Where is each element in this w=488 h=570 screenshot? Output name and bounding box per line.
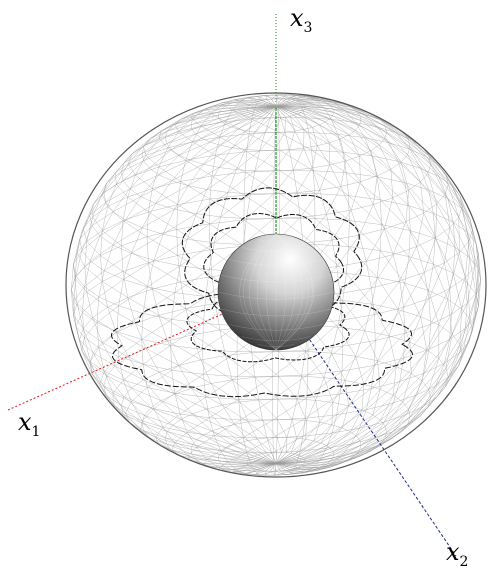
axis-x1-label: x1: [18, 408, 40, 440]
ellipsoid-outline: [65, 92, 487, 478]
outer-wireframe-ellipsoid: [65, 92, 487, 478]
axis-x2-line: [275, 289, 457, 557]
inner-shaded-sphere: [217, 233, 335, 351]
axis-x3-label: x3: [290, 4, 312, 36]
contour-upper-outer: [181, 187, 363, 323]
axis-x2-label: x2: [446, 538, 468, 570]
sphere-mesh-lines: [217, 233, 335, 351]
axes-inner: [7, 108, 457, 557]
ellipsoid-mesh-lines: [71, 94, 481, 476]
sphere-body: [217, 233, 335, 351]
axis-labels: x3 x1 x2: [18, 4, 468, 570]
